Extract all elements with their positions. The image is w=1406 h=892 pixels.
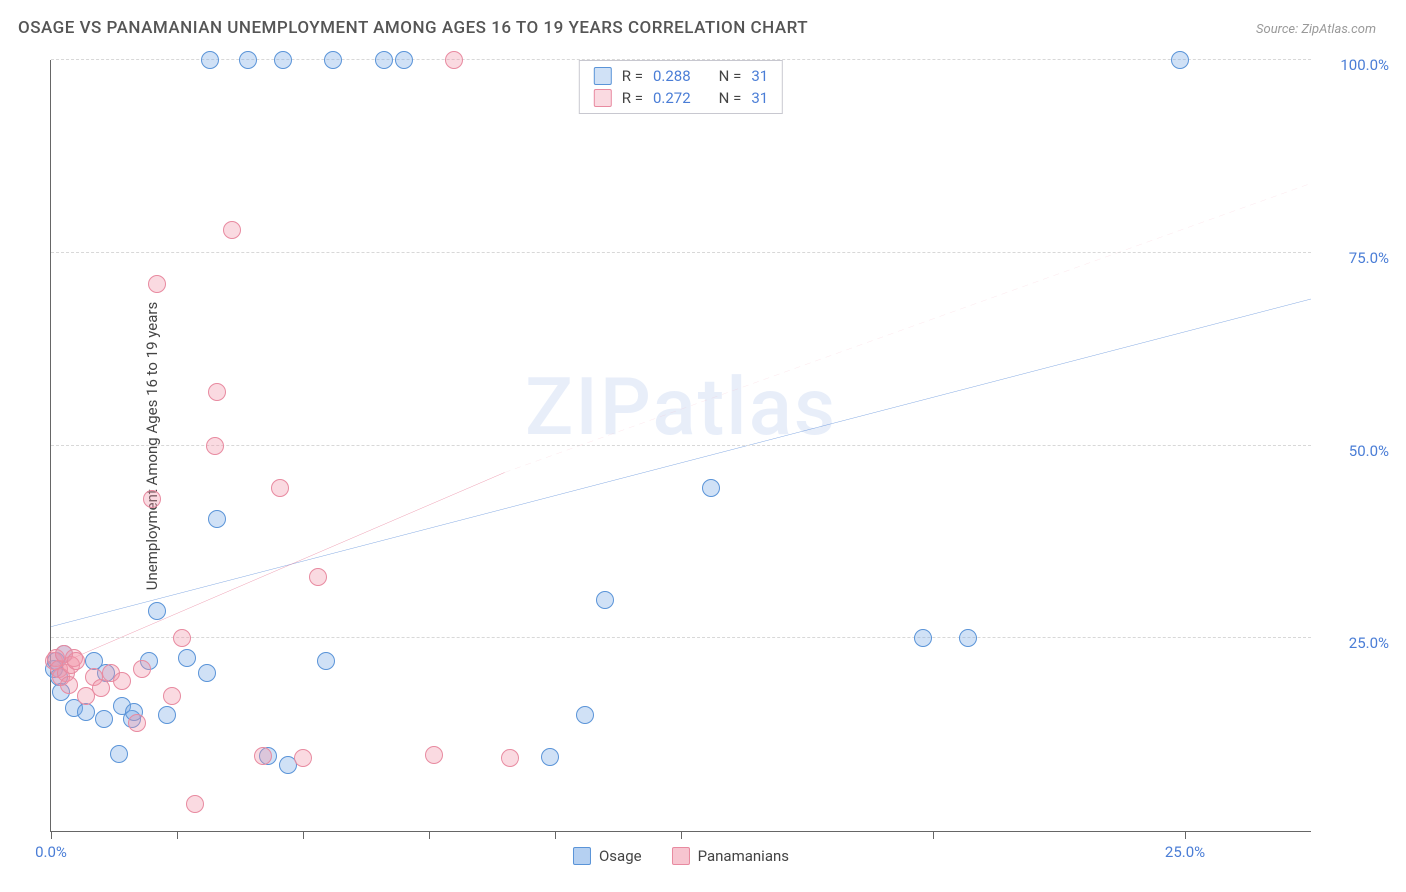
data-point-pana xyxy=(67,652,85,670)
data-point-osage xyxy=(375,51,393,69)
data-point-pana xyxy=(113,672,131,690)
legend-item: Panamanians xyxy=(672,847,789,865)
data-point-pana xyxy=(206,437,224,455)
source-label: Source: xyxy=(1256,22,1298,37)
chart-title: OSAGE VS PANAMANIAN UNEMPLOYMENT AMONG A… xyxy=(18,18,808,38)
data-point-osage xyxy=(148,602,166,620)
x-tick-label: 0.0% xyxy=(35,843,67,861)
gridline xyxy=(51,445,1311,446)
swatch-pana xyxy=(594,89,612,107)
x-tick xyxy=(1185,831,1186,839)
data-point-osage xyxy=(201,51,219,69)
legend-swatch xyxy=(672,847,690,865)
data-point-osage xyxy=(158,706,176,724)
x-tick-label: 25.0% xyxy=(1165,843,1205,861)
data-point-pana xyxy=(445,51,463,69)
data-point-osage xyxy=(702,479,720,497)
x-tick xyxy=(177,831,178,839)
data-point-osage xyxy=(1171,51,1189,69)
data-point-pana xyxy=(186,795,204,813)
data-point-osage xyxy=(541,748,559,766)
r-label: R = xyxy=(622,89,643,107)
y-tick-label: 100.0% xyxy=(1319,56,1389,74)
trend-line xyxy=(505,183,1311,472)
data-point-pana xyxy=(223,221,241,239)
data-point-osage xyxy=(178,649,196,667)
data-point-osage xyxy=(395,51,413,69)
x-tick xyxy=(933,831,934,839)
source-name: ZipAtlas.com xyxy=(1301,22,1376,37)
data-point-pana xyxy=(309,568,327,586)
series-legend: Osage Panamanians xyxy=(573,847,789,865)
data-point-osage xyxy=(576,706,594,724)
gridline xyxy=(51,637,1311,638)
x-tick xyxy=(303,831,304,839)
data-point-osage xyxy=(77,703,95,721)
swatch-osage xyxy=(594,67,612,85)
legend-label: Osage xyxy=(599,847,642,865)
data-point-osage xyxy=(596,591,614,609)
trend-lines-svg xyxy=(51,60,1311,831)
data-point-osage xyxy=(324,51,342,69)
data-point-pana xyxy=(60,676,78,694)
data-point-osage xyxy=(95,710,113,728)
data-point-pana xyxy=(271,479,289,497)
data-point-pana xyxy=(143,490,161,508)
data-point-pana xyxy=(92,679,110,697)
data-point-pana xyxy=(425,746,443,764)
data-point-osage xyxy=(208,510,226,528)
r-value: 0.288 xyxy=(653,67,691,85)
data-point-pana xyxy=(163,687,181,705)
data-point-osage xyxy=(959,629,977,647)
data-point-pana xyxy=(501,749,519,767)
legend-label: Panamanians xyxy=(698,847,789,865)
data-point-osage xyxy=(110,745,128,763)
x-tick xyxy=(51,831,52,839)
stats-box: R = 0.288 N = 31 R = 0.272 N = 31 xyxy=(579,60,783,114)
x-tick xyxy=(681,831,682,839)
data-point-pana xyxy=(133,660,151,678)
data-point-osage xyxy=(198,664,216,682)
data-point-pana xyxy=(128,714,146,732)
trend-line xyxy=(51,472,505,667)
data-point-osage xyxy=(317,652,335,670)
stats-row-osage: R = 0.288 N = 31 xyxy=(594,65,768,87)
data-point-osage xyxy=(239,51,257,69)
n-value: 31 xyxy=(751,89,768,107)
x-tick xyxy=(429,831,430,839)
y-tick-label: 75.0% xyxy=(1319,249,1389,267)
data-point-pana xyxy=(173,629,191,647)
data-point-pana xyxy=(294,749,312,767)
n-value: 31 xyxy=(751,67,768,85)
data-point-pana xyxy=(208,383,226,401)
y-tick-label: 50.0% xyxy=(1319,442,1389,460)
n-label: N = xyxy=(719,89,742,107)
r-label: R = xyxy=(622,67,643,85)
data-point-osage xyxy=(274,51,292,69)
legend-swatch xyxy=(573,847,591,865)
legend-item: Osage xyxy=(573,847,642,865)
data-point-pana xyxy=(148,275,166,293)
data-point-pana xyxy=(254,747,272,765)
plot-area: ZIPatlas R =0.288N =31R =0.272N =31 Osag… xyxy=(50,60,1311,832)
x-tick xyxy=(555,831,556,839)
data-point-osage xyxy=(914,629,932,647)
stats-row-pana: R = 0.272 N = 31 xyxy=(594,87,768,109)
r-value: 0.272 xyxy=(653,89,691,107)
n-label: N = xyxy=(719,67,742,85)
source-attribution: Source: ZipAtlas.com xyxy=(1256,22,1376,37)
gridline xyxy=(51,252,1311,253)
y-tick-label: 25.0% xyxy=(1319,634,1389,652)
trend-line xyxy=(51,299,1311,627)
